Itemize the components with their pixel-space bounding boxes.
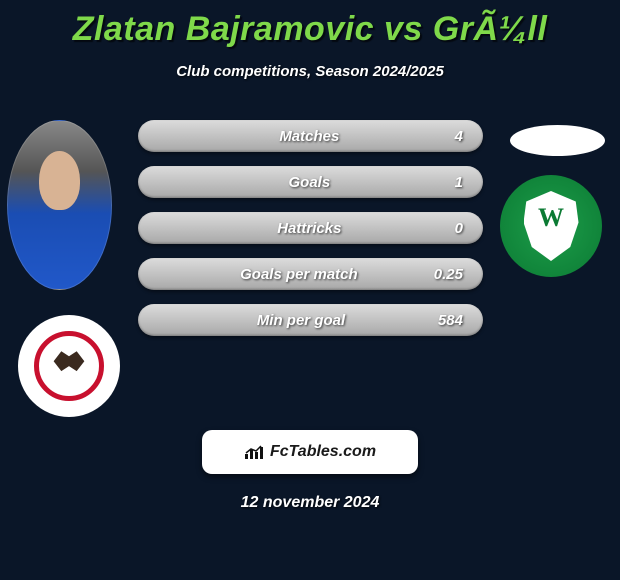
comparison-panel: Matches 4 Goals 1 Hattricks 0 Goals per …	[0, 110, 620, 420]
footer-brand-badge: FcTables.com	[202, 430, 418, 474]
stat-value: 4	[441, 128, 483, 145]
stat-bar-goals: Goals 1	[138, 166, 483, 198]
stat-value: 0	[441, 220, 483, 237]
stat-label: Goals per match	[138, 266, 420, 283]
stat-label: Matches	[138, 128, 441, 145]
club-badge-right	[500, 175, 602, 277]
footer-date: 12 november 2024	[0, 494, 620, 512]
stat-label: Min per goal	[138, 312, 424, 329]
player-left-avatar	[7, 120, 112, 290]
stat-bar-hattricks: Hattricks 0	[138, 212, 483, 244]
werder-logo-icon	[524, 191, 579, 261]
chart-icon	[244, 444, 264, 460]
stats-bars: Matches 4 Goals 1 Hattricks 0 Goals per …	[138, 120, 483, 350]
club-badge-left	[18, 315, 120, 417]
stat-bar-goals-per-match: Goals per match 0.25	[138, 258, 483, 290]
subtitle: Club competitions, Season 2024/2025	[0, 63, 620, 80]
player-right-avatar	[510, 125, 605, 156]
page-title: Zlatan Bajramovic vs GrÃ¼ll	[0, 0, 620, 49]
footer-brand-text: FcTables.com	[270, 443, 376, 461]
stat-value: 0.25	[420, 266, 483, 283]
stat-bar-matches: Matches 4	[138, 120, 483, 152]
stat-value: 1	[441, 174, 483, 191]
stat-value: 584	[424, 312, 483, 329]
eintracht-logo-icon	[34, 331, 104, 401]
stat-bar-min-per-goal: Min per goal 584	[138, 304, 483, 336]
stat-label: Goals	[138, 174, 441, 191]
stat-label: Hattricks	[138, 220, 441, 237]
